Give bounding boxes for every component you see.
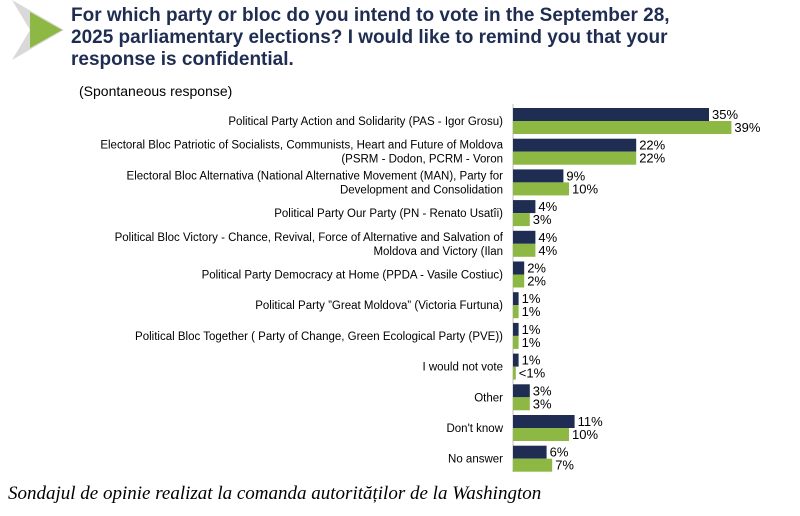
bar-series-1 bbox=[513, 415, 575, 428]
data-label: 6% bbox=[550, 445, 569, 460]
bar-series-2 bbox=[513, 274, 525, 288]
bar-series-2 bbox=[513, 366, 516, 380]
bar-series-2 bbox=[513, 121, 732, 134]
data-label: 1% bbox=[522, 335, 541, 350]
category-label: Don't know bbox=[446, 423, 503, 435]
data-label: 10% bbox=[572, 427, 598, 442]
data-label: 10% bbox=[572, 181, 598, 196]
category-label: I would not vote bbox=[422, 362, 503, 374]
bar-series-1 bbox=[513, 353, 519, 367]
data-label: 9% bbox=[566, 168, 585, 183]
bar-series-2 bbox=[513, 182, 569, 196]
data-label: 1% bbox=[522, 304, 541, 319]
data-label: 11% bbox=[578, 414, 603, 429]
bar-series-2 bbox=[513, 458, 553, 472]
bar-series-2 bbox=[513, 305, 519, 319]
chevron-logo bbox=[12, 0, 64, 60]
data-label: 22% bbox=[639, 151, 665, 166]
data-label: 1% bbox=[522, 322, 541, 337]
page-subtitle: (Spontaneous response) bbox=[79, 83, 233, 99]
data-label: 2% bbox=[527, 274, 546, 289]
bar-series-1 bbox=[513, 200, 536, 214]
bar-series-1 bbox=[513, 138, 637, 152]
bar-series-1 bbox=[513, 322, 519, 336]
data-label: 4% bbox=[538, 230, 557, 245]
bar-series-1 bbox=[513, 261, 525, 275]
bar-series-1 bbox=[513, 384, 530, 398]
category-label: Political Party ”Great Moldova” (Victori… bbox=[255, 300, 503, 312]
data-label: 1% bbox=[522, 291, 541, 306]
bar-chart: Political Party Action and Solidarity (P… bbox=[100, 104, 761, 473]
bar-series-2 bbox=[513, 335, 519, 349]
category-label: Political Party Action and Solidarity (P… bbox=[228, 116, 503, 128]
bars-group: Political Party Action and Solidarity (P… bbox=[100, 107, 761, 473]
category-label: Political Bloc Victory - Chance, Revival… bbox=[115, 232, 504, 258]
bar-series-2 bbox=[513, 213, 530, 227]
data-label: 2% bbox=[527, 261, 546, 276]
data-label: 3% bbox=[533, 212, 552, 227]
bar-series-1 bbox=[513, 108, 709, 121]
data-label: 7% bbox=[555, 458, 574, 473]
category-label: No answer bbox=[448, 454, 503, 466]
data-label: 1% bbox=[522, 353, 541, 368]
data-label: 4% bbox=[538, 243, 557, 258]
bar-series-2 bbox=[513, 428, 569, 441]
category-label: Political Bloc Together ( Party of Chang… bbox=[135, 331, 503, 343]
data-label: 35% bbox=[712, 107, 738, 122]
bar-series-2 bbox=[513, 397, 530, 411]
caption: Sondajul de opinie realizat la comanda a… bbox=[8, 483, 542, 504]
bar-series-1 bbox=[513, 169, 564, 183]
data-label: 4% bbox=[538, 199, 557, 214]
category-label: Other bbox=[474, 392, 503, 404]
category-label: Electoral Bloc Patriotic of Socialists, … bbox=[100, 140, 503, 166]
chevron-arrow bbox=[30, 12, 62, 48]
bar-series-1 bbox=[513, 445, 547, 459]
page-title: For which party or bloc do you intend to… bbox=[71, 5, 670, 70]
bar-series-1 bbox=[513, 230, 536, 244]
data-label: <1% bbox=[519, 366, 546, 381]
data-label: 22% bbox=[639, 138, 665, 153]
data-label: 3% bbox=[533, 383, 552, 398]
bar-series-2 bbox=[513, 151, 637, 165]
category-label: Electoral Bloc Alternativa (National Alt… bbox=[127, 170, 504, 196]
category-label: Political Party Our Party (PN - Renato U… bbox=[274, 208, 503, 220]
data-label: 3% bbox=[533, 396, 552, 411]
bar-series-2 bbox=[513, 243, 536, 257]
data-label: 39% bbox=[734, 120, 760, 135]
category-label: Political Party Democracy at Home (PPDA … bbox=[202, 270, 504, 282]
bar-series-1 bbox=[513, 292, 519, 306]
